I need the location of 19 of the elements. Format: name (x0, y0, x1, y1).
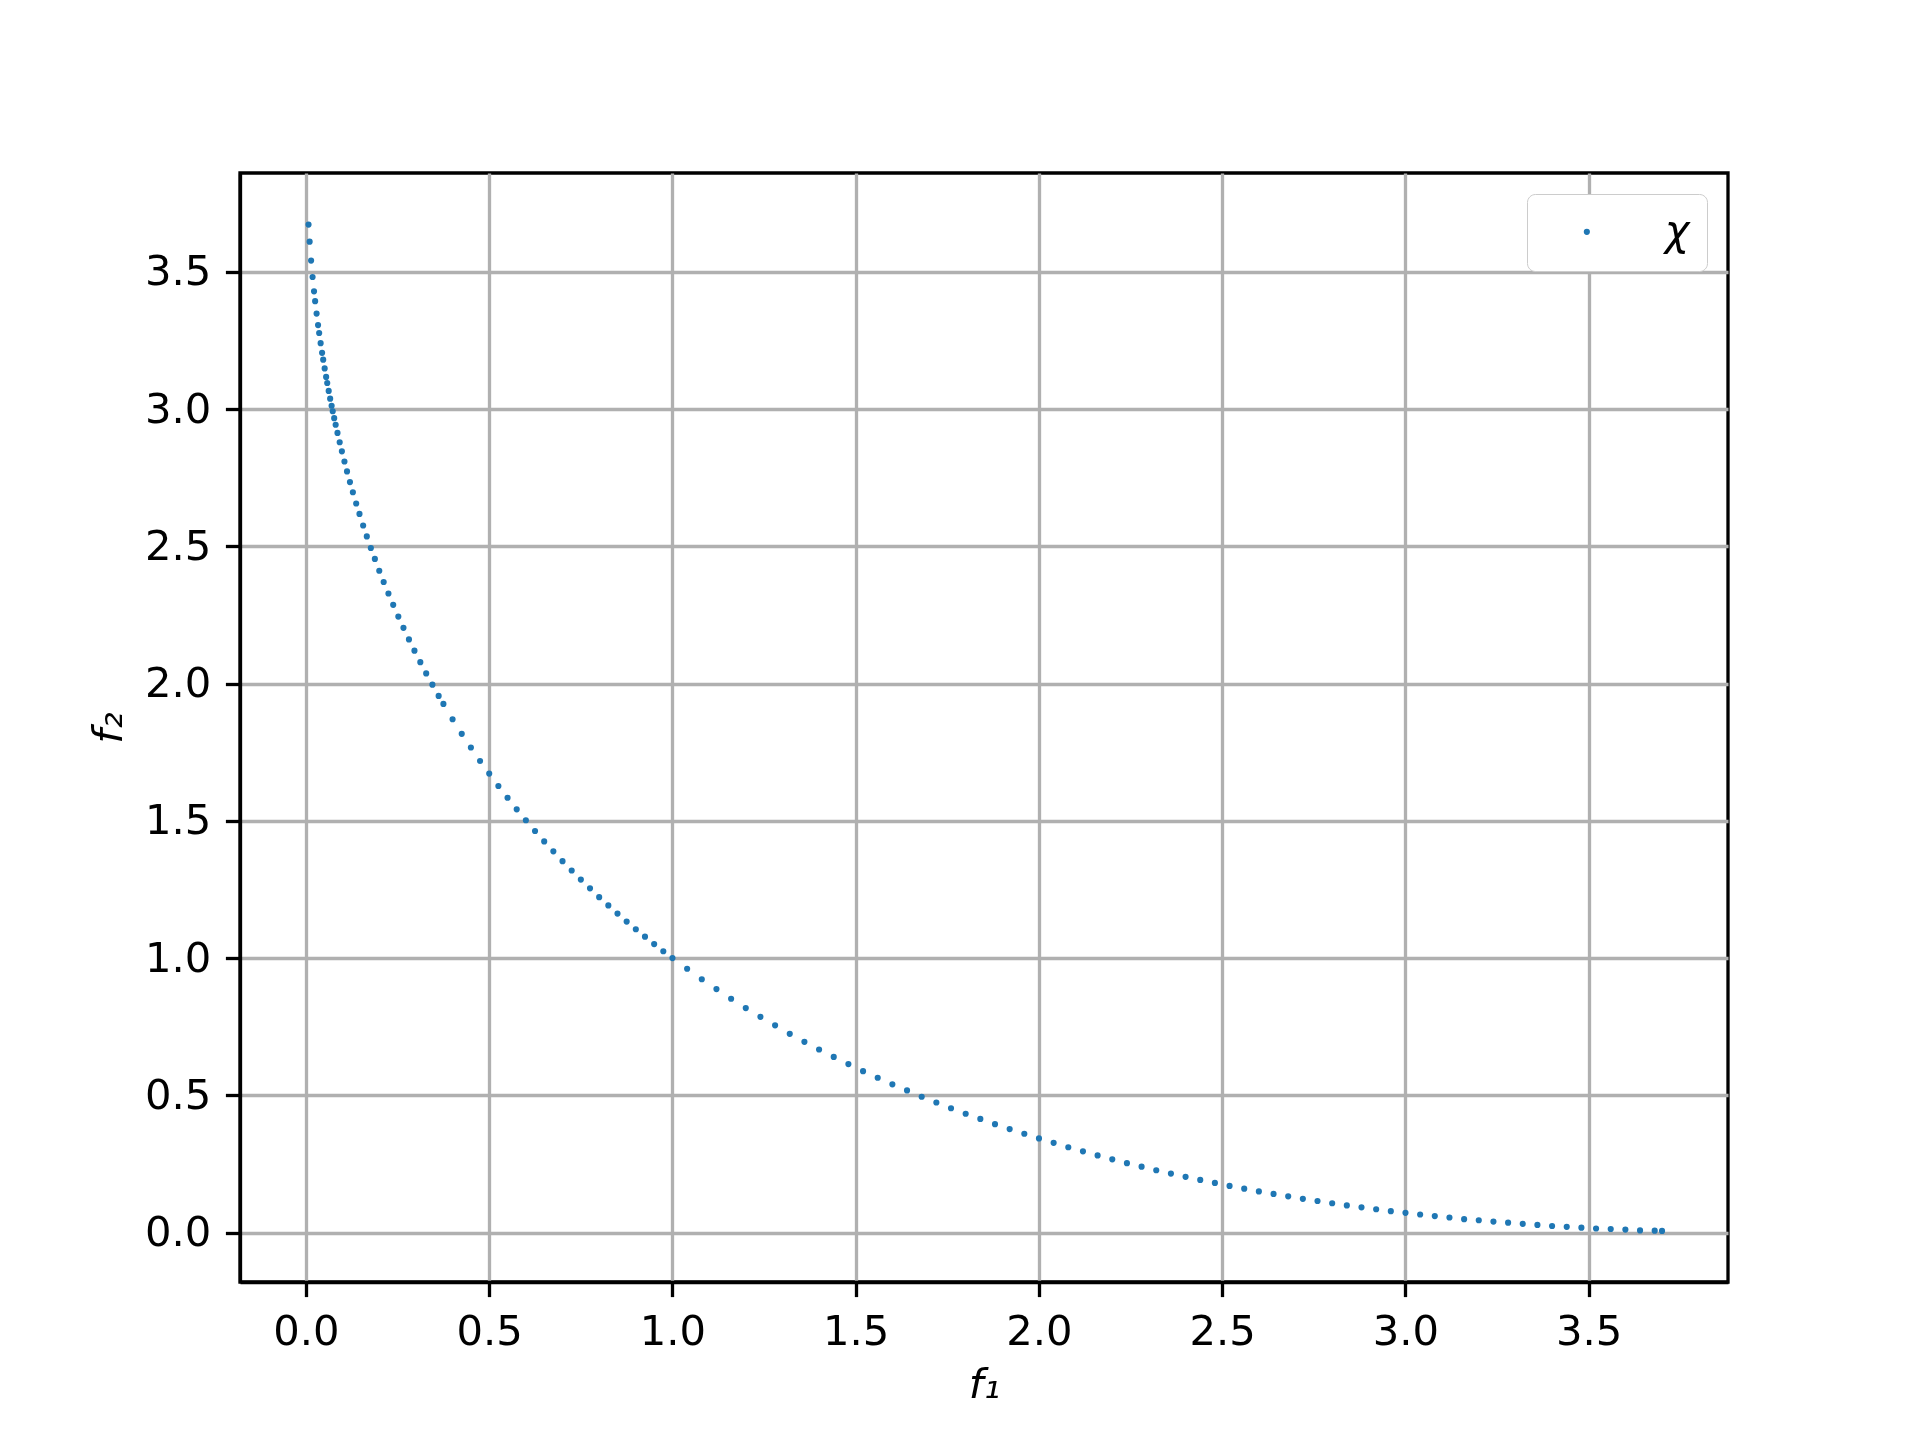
x-tick-label: 0.5 (456, 1305, 523, 1355)
y-tick-label: 0.5 (144, 1069, 212, 1119)
y-tick-label: 1.0 (144, 932, 212, 982)
y-axis-title: f₂ (83, 712, 132, 744)
y-tick-label: 0.0 (144, 1207, 212, 1257)
x-tick-label: 2.5 (1189, 1305, 1256, 1355)
y-tick-label: 2.5 (144, 520, 212, 570)
y-tick-label: 3.5 (144, 246, 212, 296)
y-tick-label: 3.0 (144, 383, 212, 433)
x-tick-label: 0.0 (273, 1305, 340, 1355)
y-tick-label: 1.5 (144, 795, 212, 845)
x-tick-label: 3.0 (1372, 1305, 1440, 1355)
x-axis-title: f₁ (968, 1359, 1001, 1409)
y-tick-label: 2.0 (144, 658, 212, 708)
x-tick-label: 1.0 (639, 1305, 707, 1355)
x-tick-label: 3.5 (1556, 1305, 1623, 1355)
x-tick-label: 1.5 (823, 1305, 890, 1355)
x-tick-label: 2.0 (1006, 1305, 1073, 1355)
legend-label: χ (1662, 205, 1691, 255)
